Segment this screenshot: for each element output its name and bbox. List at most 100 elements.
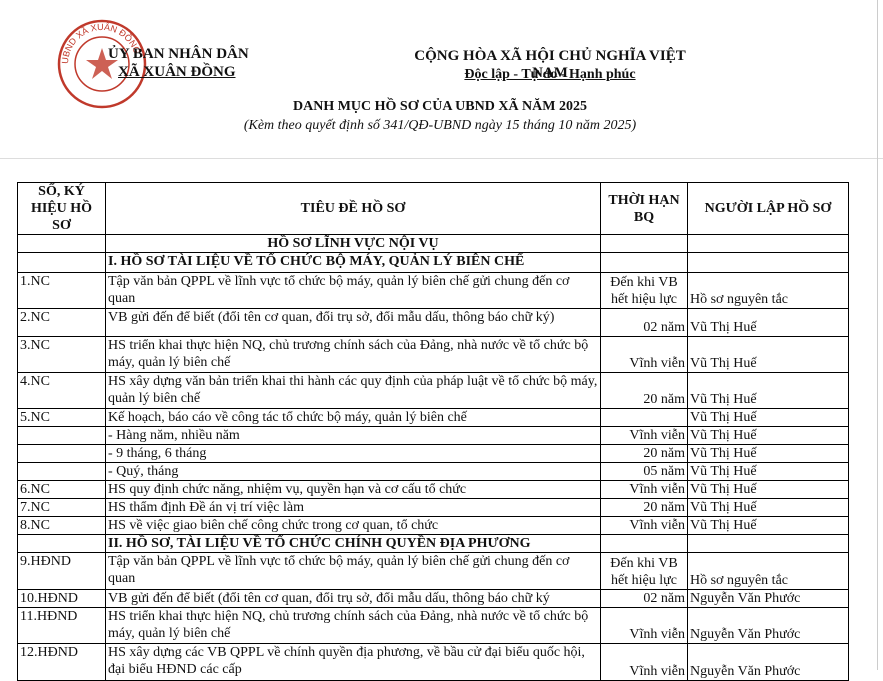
divider xyxy=(0,158,883,159)
retention-term: Vĩnh viễn xyxy=(600,480,688,499)
record-code: 7.NC xyxy=(17,498,106,517)
retention-term: 02 năm xyxy=(600,589,688,608)
record-code: 10.HĐND xyxy=(17,589,106,608)
record-owner: Vũ Thị Huế xyxy=(687,444,849,463)
section-row: II. HỒ SƠ, TÀI LIỆU VỀ TỔ CHỨC CHÍNH QUY… xyxy=(17,534,849,553)
doc-subtitle: (Kèm theo quyết định số 341/QĐ-UBND ngày… xyxy=(243,118,637,133)
retention-term: Đến khi VB hết hiệu lực xyxy=(600,552,688,590)
record-title: Tập văn bản QPPL về lĩnh vực tổ chức bộ … xyxy=(105,272,601,309)
cell xyxy=(17,534,106,553)
record-title: HS triển khai thực hiện NQ, chủ trương c… xyxy=(105,336,601,373)
section-row: I. HỒ SƠ TÀI LIỆU VỀ TỔ CHỨC BỘ MÁY, QUẢ… xyxy=(17,252,849,273)
org-unit: XÃ XUÂN ĐỒNG xyxy=(118,64,236,80)
record-owner: Nguyễn Văn Phước xyxy=(687,589,849,608)
section-title: II. HỒ SƠ, TÀI LIỆU VỀ TỔ CHỨC CHÍNH QUY… xyxy=(105,534,601,553)
record-title: VB gửi đến để biết (đổi tên cơ quan, đổi… xyxy=(105,589,601,608)
record-code: 9.HĐND xyxy=(17,552,106,590)
column-header: SỐ, KÝ HIỆU HỒ SƠ xyxy=(17,182,106,235)
column-header: THỜI HẠN BQ xyxy=(600,182,688,235)
record-row: - Quý, tháng 05 năm Vũ Thị Huế xyxy=(17,462,849,481)
record-owner: Nguyễn Văn Phước xyxy=(687,643,849,681)
cell xyxy=(687,534,849,553)
record-owner: Hồ sơ nguyên tắc xyxy=(687,552,849,590)
record-title: Tập văn bản QPPL về lĩnh vực tổ chức bộ … xyxy=(105,552,601,590)
org-name: ỦY BAN NHÂN DÂN xyxy=(108,46,249,62)
record-code: 12.HĐND xyxy=(17,643,106,681)
record-code: 3.NC xyxy=(17,336,106,373)
record-code: 4.NC xyxy=(17,372,106,409)
record-code: 11.HĐND xyxy=(17,607,106,644)
record-row: 4.NC HS xây dựng văn bản triển khai thi h… xyxy=(17,372,849,409)
cell xyxy=(600,252,688,273)
record-code: 6.NC xyxy=(17,480,106,499)
record-code: 2.NC xyxy=(17,308,106,337)
cell xyxy=(17,252,106,273)
section-row: HỒ SƠ LĨNH VỰC NỘI VỤ xyxy=(17,234,849,253)
record-owner: Vũ Thị Huế xyxy=(687,372,849,409)
stamp: UBND XÃ XUÂN ĐỒNG xyxy=(57,19,147,109)
retention-term: 20 năm xyxy=(600,498,688,517)
record-row: 1.NC Tập văn bản QPPL về lĩnh vực tổ chức… xyxy=(17,272,849,309)
retention-term: 05 năm xyxy=(600,462,688,481)
page-edge xyxy=(877,0,878,670)
record-row: 12.HĐND HS xây dựng các VB QPPL về chính … xyxy=(17,643,849,681)
retention-term: 20 năm xyxy=(600,372,688,409)
record-owner: Vũ Thị Huế xyxy=(687,498,849,517)
column-header: NGƯỜI LẬP HỒ SƠ xyxy=(687,182,849,235)
record-title: VB gửi đến để biết (đổi tên cơ quan, đổi… xyxy=(105,308,601,337)
record-owner: Hồ sơ nguyên tắc xyxy=(687,272,849,309)
records-table: SỐ, KÝ HIỆU HỒ SƠ TIÊU ĐỀ HỒ SƠ THỜI HẠN B… xyxy=(17,182,849,681)
retention-term: 20 năm xyxy=(600,444,688,463)
record-title: HS xây dựng văn bản triển khai thi hành … xyxy=(105,372,601,409)
record-owner: Vũ Thị Huế xyxy=(687,462,849,481)
doc-title: DANH MỤC HỒ SƠ CỦA UBND XÃ NĂM 2025 xyxy=(293,99,587,114)
record-title: HS thẩm định Đề án vị trí việc làm xyxy=(105,498,601,517)
record-row: 6.NC HS quy định chức năng, nhiệm vụ, quy… xyxy=(17,480,849,499)
cell xyxy=(17,234,106,253)
record-row: 8.NC HS về việc giao biên chế công chức t… xyxy=(17,516,849,535)
record-owner: Vũ Thị Huế xyxy=(687,426,849,445)
record-title: HS về việc giao biên chế công chức trong… xyxy=(105,516,601,535)
cell xyxy=(17,426,106,445)
nation: CỘNG HÒA XÃ HỘI CHỦ NGHĨA VIỆT NAM xyxy=(414,48,686,81)
record-owner: Vũ Thị Huế xyxy=(687,308,849,337)
record-owner: Vũ Thị Huế xyxy=(687,480,849,499)
motto: Độc lập - Tự do - Hạnh phúc xyxy=(464,67,636,82)
record-code: 5.NC xyxy=(17,408,106,427)
retention-term: Vĩnh viễn xyxy=(600,516,688,535)
record-code: 8.NC xyxy=(17,516,106,535)
record-owner: Vũ Thị Huế xyxy=(687,516,849,535)
record-row: - Hàng năm, nhiều năm Vĩnh viễn Vũ Thị Huế xyxy=(17,426,849,445)
record-title: - Hàng năm, nhiều năm xyxy=(105,426,601,445)
motto-wrap: Độc lập - Tự do - Hạnh phúc xyxy=(400,67,700,83)
record-row: 11.HĐND HS triển khai thực hiện NQ, chủ t… xyxy=(17,607,849,644)
section-title: HỒ SƠ LĨNH VỰC NỘI VỤ xyxy=(105,234,601,253)
record-owner: Vũ Thị Huế xyxy=(687,336,849,373)
record-row: 10.HĐND VB gửi đến để biết (đổi tên cơ qu… xyxy=(17,589,849,608)
record-title: HS triển khai thực hiện NQ, chủ trương c… xyxy=(105,607,601,644)
record-owner: Vũ Thị Huế xyxy=(687,408,849,427)
header-row: SỐ, KÝ HIỆU HỒ SƠ TIÊU ĐỀ HỒ SƠ THỜI HẠN B… xyxy=(17,182,849,235)
record-title: Kế hoạch, báo cáo về công tác tổ chức bộ… xyxy=(105,408,601,427)
section-title: I. HỒ SƠ TÀI LIỆU VỀ TỔ CHỨC BỘ MÁY, QUẢ… xyxy=(105,252,601,273)
record-title: HS quy định chức năng, nhiệm vụ, quyền h… xyxy=(105,480,601,499)
record-title: HS xây dựng các VB QPPL về chính quyền đ… xyxy=(105,643,601,681)
retention-term: Vĩnh viễn xyxy=(600,607,688,644)
retention-term: 02 năm xyxy=(600,308,688,337)
cell xyxy=(600,234,688,253)
retention-term: Đến khi VB hết hiệu lực xyxy=(600,272,688,309)
cell xyxy=(17,444,106,463)
record-row: 7.NC HS thẩm định Đề án vị trí việc làm 20… xyxy=(17,498,849,517)
retention-term: Vĩnh viễn xyxy=(600,426,688,445)
record-code: 1.NC xyxy=(17,272,106,309)
cell xyxy=(687,234,849,253)
table-body: SỐ, KÝ HIỆU HỒ SƠ TIÊU ĐỀ HỒ SƠ THỜI HẠN B… xyxy=(17,182,849,681)
record-owner: Nguyễn Văn Phước xyxy=(687,607,849,644)
retention-term: Vĩnh viễn xyxy=(600,336,688,373)
cell xyxy=(600,408,688,427)
record-title: - 9 tháng, 6 tháng xyxy=(105,444,601,463)
cell xyxy=(17,462,106,481)
retention-term: Vĩnh viễn xyxy=(600,643,688,681)
record-row: - 9 tháng, 6 tháng 20 năm Vũ Thị Huế xyxy=(17,444,849,463)
